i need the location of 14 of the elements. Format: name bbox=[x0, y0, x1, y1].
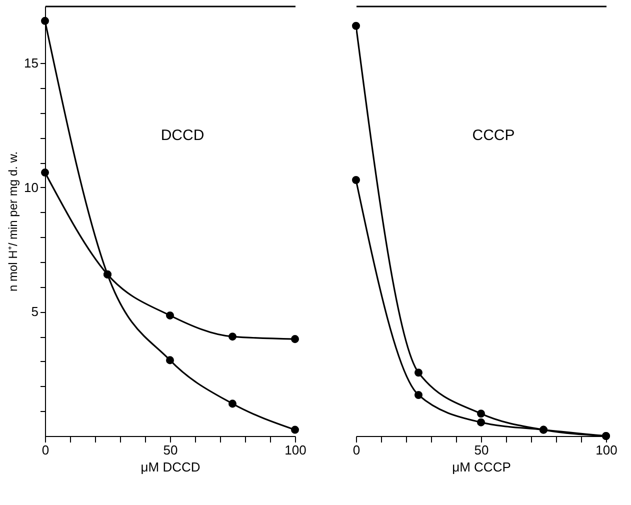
x-tick-label: 0 bbox=[42, 442, 50, 458]
annotation: CCCP bbox=[472, 127, 515, 144]
x-tick-label: 100 bbox=[596, 442, 618, 458]
y-tick-label: 10 bbox=[24, 180, 38, 195]
y-axis-title: n mol H⁺/ min per mg d. w. bbox=[6, 151, 20, 292]
y-tick-label: 15 bbox=[24, 56, 38, 71]
x-axis-title: μM CCCP bbox=[452, 460, 511, 474]
annotation: DCCD bbox=[160, 127, 204, 144]
x-tick-label: 100 bbox=[284, 442, 306, 458]
x-tick-label: 50 bbox=[474, 442, 489, 458]
x-axis-title: μM DCCD bbox=[140, 460, 200, 474]
x-tick-label: 50 bbox=[163, 442, 178, 458]
y-tick-label: 5 bbox=[31, 304, 38, 320]
x-tick-label: 0 bbox=[352, 442, 360, 458]
